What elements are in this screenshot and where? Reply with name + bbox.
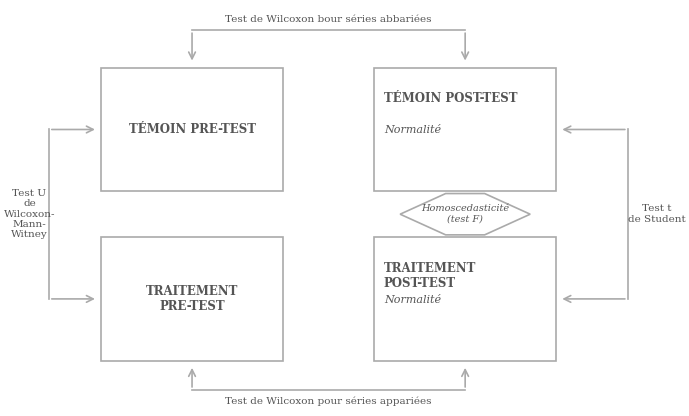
FancyBboxPatch shape xyxy=(374,237,556,361)
Text: Normalité: Normalité xyxy=(384,125,441,135)
Polygon shape xyxy=(400,193,531,235)
Text: TÉMOIN POST-TEST: TÉMOIN POST-TEST xyxy=(384,92,517,105)
FancyBboxPatch shape xyxy=(101,67,283,191)
Text: Test t
de Student: Test t de Student xyxy=(628,205,686,224)
Text: TÉMOIN PRE-TEST: TÉMOIN PRE-TEST xyxy=(129,123,256,136)
FancyBboxPatch shape xyxy=(374,67,556,191)
Text: TRAITEMENT
POST-TEST: TRAITEMENT POST-TEST xyxy=(384,262,476,290)
Text: Homoscedasticité
(test F): Homoscedasticité (test F) xyxy=(421,205,509,224)
Text: Normalité: Normalité xyxy=(384,295,441,305)
Text: Test U
de
Wilcoxon-
Mann-
Witney: Test U de Wilcoxon- Mann- Witney xyxy=(3,189,55,240)
Text: Test de Wilcoxon pour séries appariées: Test de Wilcoxon pour séries appariées xyxy=(225,396,432,406)
FancyBboxPatch shape xyxy=(101,237,283,361)
Text: TRAITEMENT
PRE-TEST: TRAITEMENT PRE-TEST xyxy=(146,285,238,313)
Text: Test de Wilcoxon bour séries abbariées: Test de Wilcoxon bour séries abbariées xyxy=(225,15,432,24)
